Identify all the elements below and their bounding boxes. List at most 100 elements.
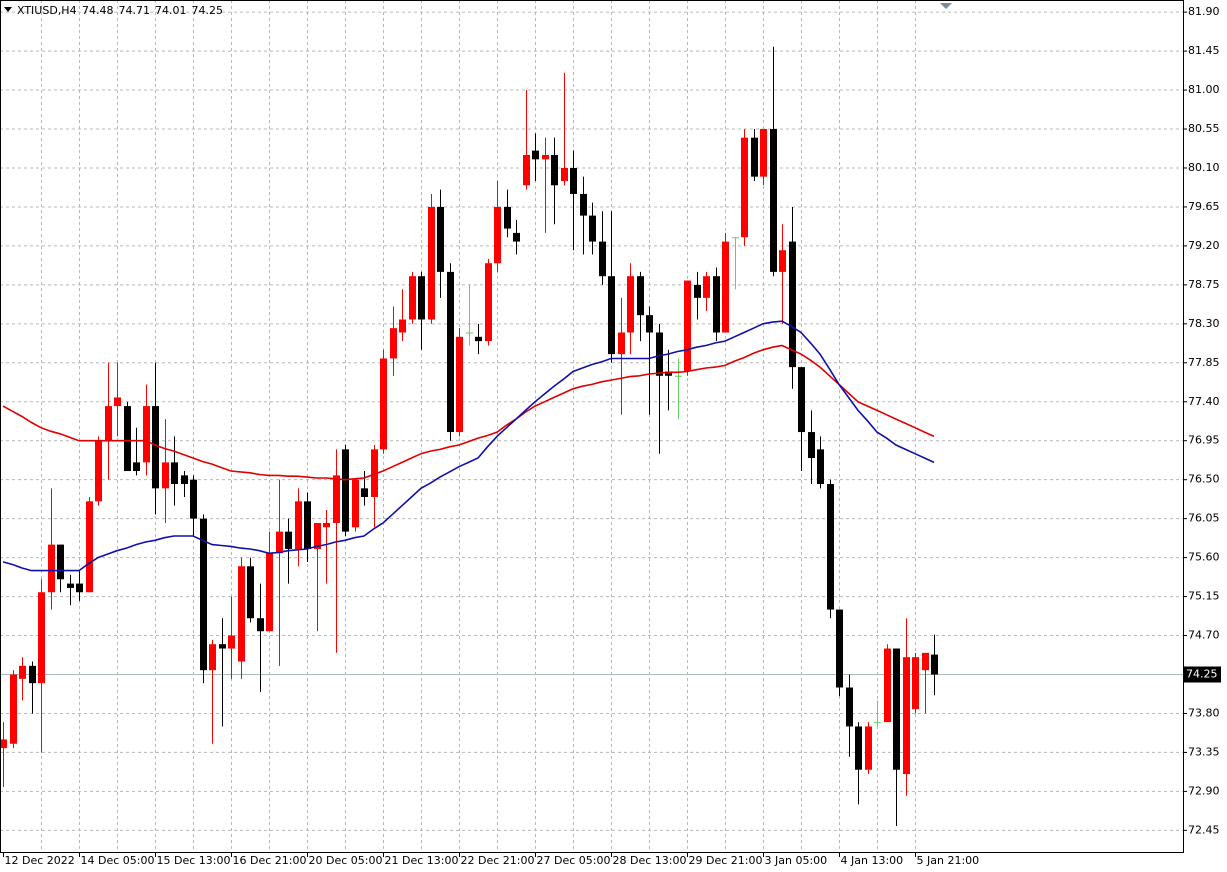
candle-body (912, 657, 919, 710)
candle-body (95, 440, 102, 502)
x-tick-label: 20 Dec 05:00 (309, 854, 383, 867)
x-tick-label: 4 Jan 13:00 (841, 854, 904, 867)
candle-body (10, 674, 17, 744)
x-tick-label: 14 Dec 05:00 (81, 854, 155, 867)
y-tick-label: 77.40 (1188, 395, 1220, 408)
candle-body (162, 462, 169, 489)
candle-body (38, 592, 45, 684)
y-tick-label: 76.50 (1188, 473, 1220, 486)
header-value: 74.48 (82, 4, 114, 17)
candle-body (656, 332, 663, 376)
candle-body (561, 167, 568, 181)
candle-body (323, 522, 330, 528)
candle-body (874, 722, 881, 724)
y-tick-label: 75.15 (1188, 590, 1220, 603)
y-tick-label: 76.95 (1188, 434, 1220, 447)
candle-body (599, 241, 606, 277)
candle-body (893, 648, 900, 770)
candle-body (86, 501, 93, 593)
candle-body (542, 154, 549, 160)
candle-body (931, 654, 938, 675)
candle-body (817, 449, 824, 485)
candle-body (836, 609, 843, 688)
x-tick-label: 16 Dec 21:00 (233, 854, 307, 867)
y-tick-label: 80.55 (1188, 122, 1220, 135)
candle-body (741, 137, 748, 238)
candle-body (124, 406, 131, 472)
candle-body (865, 726, 872, 770)
candle-body (665, 371, 672, 376)
y-tick-label: 75.60 (1188, 551, 1220, 564)
candle-body (428, 206, 435, 320)
candle-body (684, 280, 691, 372)
candle-body (247, 566, 254, 619)
candle-body (513, 232, 520, 242)
y-tick-label: 79.65 (1188, 200, 1220, 213)
candle-body (589, 215, 596, 242)
moving-average (2, 344, 935, 481)
moving-average (2, 320, 935, 572)
candle-body (105, 406, 112, 441)
candle-body (884, 648, 891, 723)
candle-body (219, 644, 226, 649)
y-tick-label: 73.80 (1188, 706, 1220, 719)
candle-body (19, 665, 26, 679)
candle-body (532, 150, 539, 160)
y-tick-label: 81.90 (1188, 5, 1220, 18)
candle-body (57, 544, 64, 580)
shift-marker (940, 3, 952, 9)
candle-body (580, 193, 587, 216)
candle-body (48, 544, 55, 593)
candle-body (751, 137, 758, 177)
marks (0, 46, 938, 827)
candle-body (390, 328, 397, 359)
x-tick-label: 28 Dec 13:00 (613, 854, 687, 867)
candle-body (504, 206, 511, 229)
candle-body (779, 250, 786, 272)
candle-body (276, 531, 283, 554)
y-tick-label: 77.85 (1188, 356, 1220, 369)
candle-body (570, 167, 577, 194)
last-price-label: 74.25 (1186, 668, 1218, 681)
header-value: 74.01 (155, 4, 187, 17)
candle-body (171, 462, 178, 485)
candle-body (466, 332, 473, 334)
y-tick-label: 78.30 (1188, 317, 1220, 330)
candle-body (922, 652, 929, 671)
candle-body (29, 665, 36, 684)
candle-body (333, 475, 340, 523)
candle-body (494, 206, 501, 264)
candle-body (608, 276, 615, 355)
candle-body (238, 566, 245, 662)
x-tick-label: 12 Dec 2022 (5, 854, 75, 867)
labels: XTIUSD,H4 74.48 74.71 74.01 74.25 72.45 72.90 7… (3, 4, 1221, 867)
x-tick-label: 29 Dec 21:00 (689, 854, 763, 867)
x-tick-label: 15 Dec 13:00 (157, 854, 231, 867)
last-price-box (1184, 666, 1221, 683)
plot-border (0, 0, 1184, 853)
candle-body (133, 462, 140, 472)
candle-body (732, 237, 739, 239)
candle-body (903, 657, 910, 775)
candle-body (361, 488, 368, 497)
candle-body (618, 332, 625, 355)
candle-body (703, 276, 710, 298)
candle-body (371, 449, 378, 497)
header-arrow (4, 7, 12, 12)
candle-body (789, 241, 796, 368)
candle-body (209, 644, 216, 671)
candle-body (114, 397, 121, 407)
candle-body (285, 531, 292, 549)
candle-body (846, 687, 853, 727)
candle-body (76, 583, 83, 593)
y-tick-label: 78.75 (1188, 278, 1220, 291)
candle-body (190, 479, 197, 519)
candle-body (266, 553, 273, 632)
candle-body (352, 479, 359, 528)
candle-body (200, 518, 207, 671)
candle-body (808, 432, 815, 459)
candle-body (228, 635, 235, 649)
candle-body (380, 358, 387, 450)
candle-body (447, 271, 454, 433)
